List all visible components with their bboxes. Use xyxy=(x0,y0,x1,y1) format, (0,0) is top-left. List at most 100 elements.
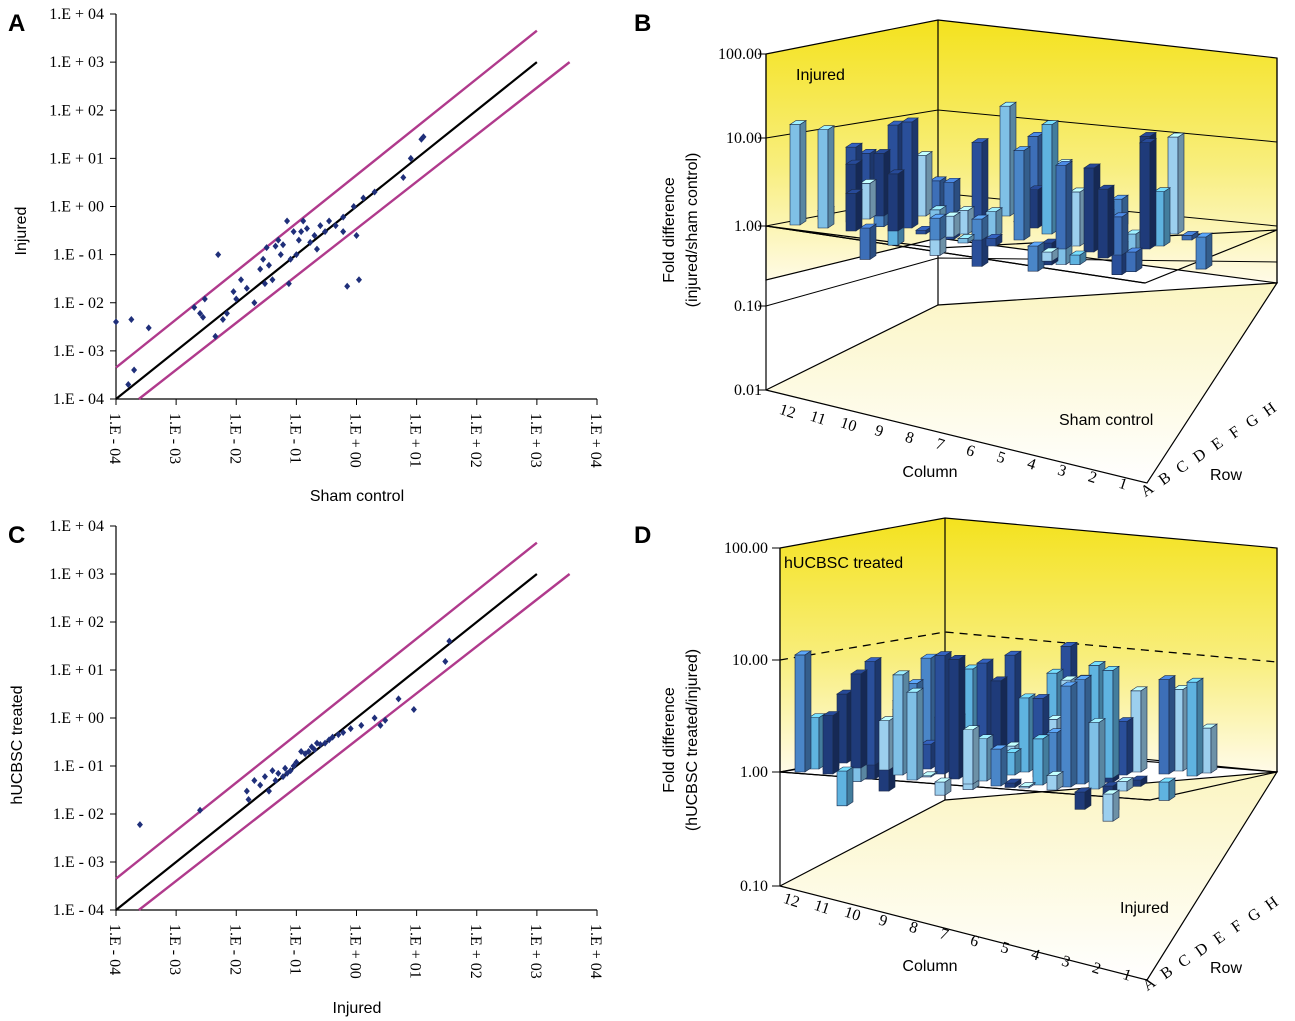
x-tick-label: 1.E + 01 xyxy=(407,924,424,979)
bar-top xyxy=(962,725,980,731)
x-axis-label-a: Sham control xyxy=(310,488,404,505)
row-axis-label-b: Row xyxy=(1210,467,1242,484)
bar-side xyxy=(869,223,877,261)
bar xyxy=(850,673,862,769)
column-axis-label-b: Column xyxy=(902,464,957,481)
row-label: G xyxy=(1245,905,1265,926)
column-label: 7 xyxy=(937,925,950,944)
column-label: 12 xyxy=(777,401,797,422)
data-point xyxy=(230,288,237,296)
bar-top xyxy=(836,766,854,772)
bar-top xyxy=(1074,675,1092,680)
data-point xyxy=(344,282,351,290)
bar xyxy=(915,229,927,235)
y-axis-label-d-line2: (hUCBSC treated/injured) xyxy=(684,649,701,831)
column-label: 5 xyxy=(994,449,1007,468)
bar-top xyxy=(1200,723,1218,729)
y-tick-labels-a: 1.E - 04 1.E - 03 1.E - 02 1.E - 01 1.E + 00… xyxy=(49,6,104,408)
column-label: 11 xyxy=(808,408,828,429)
data-point xyxy=(285,280,292,288)
y-tick-label: 1.E + 03 xyxy=(49,566,104,583)
data-point xyxy=(340,213,347,221)
y-tick-label: 1.E - 02 xyxy=(53,806,104,823)
data-point xyxy=(212,332,219,340)
bar-side xyxy=(804,650,812,773)
bar-top xyxy=(892,670,910,676)
data-point xyxy=(303,224,310,232)
bar-side xyxy=(855,188,863,232)
bar-top xyxy=(1139,132,1157,137)
bar xyxy=(985,237,997,247)
data-point xyxy=(269,276,276,284)
x-tick-label: 1.E + 02 xyxy=(467,413,484,468)
data-point xyxy=(200,313,207,321)
data-point xyxy=(269,767,276,775)
x-axis-label-c: Injured xyxy=(333,1000,382,1017)
bar xyxy=(934,655,946,775)
row-label: C xyxy=(1175,951,1193,971)
column-labels-b: 12 11 10 9 8 7 6 5 4 3 2 1 xyxy=(777,401,1129,493)
y-axis-label-d-line1: Fold difference xyxy=(661,687,678,793)
row-label: G xyxy=(1243,411,1263,432)
bar-top xyxy=(1125,247,1143,253)
bar-top xyxy=(971,138,989,143)
bar xyxy=(1158,679,1170,775)
x-tick-label: 1.E + 01 xyxy=(407,413,424,468)
bar xyxy=(1186,681,1198,777)
bar-side xyxy=(1177,132,1185,235)
bar xyxy=(1013,150,1025,241)
bar xyxy=(962,729,974,785)
x-tick-label: 1.E - 01 xyxy=(286,413,303,464)
data-point xyxy=(197,309,204,317)
bar-side xyxy=(1126,716,1134,776)
bar-side xyxy=(1065,160,1073,250)
bar-top xyxy=(1195,232,1213,238)
x-tick-label: 1.E + 02 xyxy=(467,924,484,979)
y-tick-label: 1.E - 01 xyxy=(53,247,104,264)
x-tick-labels-c: 1.E - 04 1.E - 03 1.E - 02 1.E - 01 1.E + 00… xyxy=(106,924,604,979)
bar-top xyxy=(1181,231,1199,236)
bar-top xyxy=(1018,693,1036,699)
data-point xyxy=(340,228,347,236)
bar-side xyxy=(827,125,835,229)
data-point xyxy=(407,154,414,162)
row-label: B xyxy=(1156,469,1174,489)
bar xyxy=(887,173,899,232)
bar-side xyxy=(916,687,924,781)
bar-top xyxy=(1139,138,1157,144)
data-point xyxy=(311,746,318,754)
bar xyxy=(789,124,801,226)
bar-top xyxy=(1111,212,1129,218)
column-label: 9 xyxy=(876,912,889,931)
row-label: E xyxy=(1209,435,1227,455)
y-axis-label-c: hUCBSC treated xyxy=(9,685,26,804)
x-tick-label: 1.E - 03 xyxy=(166,924,183,975)
y-tick-label: 0.10 xyxy=(740,878,768,895)
bar xyxy=(1027,245,1039,272)
y-tick-label: 1.E + 03 xyxy=(49,54,104,71)
bar xyxy=(822,715,834,775)
bar-top xyxy=(1069,250,1087,256)
bar xyxy=(794,654,806,773)
data-point xyxy=(260,255,267,263)
x-tick-labels-a: 1.E - 04 1.E - 03 1.E - 02 1.E - 01 1.E + 00… xyxy=(106,413,604,468)
data-point xyxy=(113,318,119,326)
row-label: H xyxy=(1262,893,1282,914)
data-point xyxy=(377,721,384,729)
data-point xyxy=(446,637,453,645)
data-point xyxy=(290,762,297,770)
bar-side xyxy=(1023,146,1031,241)
data-point xyxy=(131,366,138,374)
bar-top xyxy=(929,176,947,182)
data-point xyxy=(280,773,287,781)
y-tick-label: 1.E - 04 xyxy=(53,391,104,408)
bar-side xyxy=(1210,723,1218,774)
scatter-panel-c: C 1.E - 04 1.E - 03 1.E - 02 1.E - 01 1.E + … xyxy=(8,518,604,1017)
column-axis-label-d: Column xyxy=(902,958,957,975)
data-point xyxy=(201,295,208,303)
y-tick-labels-c: 1.E - 04 1.E - 03 1.E - 02 1.E - 01 1.E + 00… xyxy=(49,518,104,919)
bar-top xyxy=(845,142,863,148)
data-point xyxy=(382,716,389,724)
bar-side xyxy=(897,169,905,232)
data-point xyxy=(136,821,143,829)
